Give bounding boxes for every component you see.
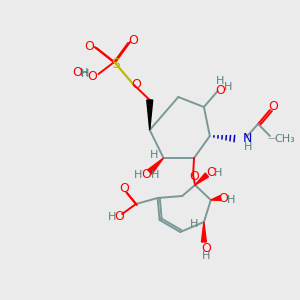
Polygon shape: [211, 196, 221, 200]
Text: H: H: [244, 142, 252, 152]
Text: O: O: [85, 40, 94, 52]
Text: O: O: [268, 100, 278, 113]
Text: O: O: [206, 167, 216, 179]
Text: H: H: [108, 212, 116, 222]
Polygon shape: [148, 158, 164, 174]
Text: O: O: [72, 67, 82, 80]
Text: H: H: [224, 82, 233, 92]
Text: H: H: [227, 195, 236, 205]
Text: O: O: [219, 193, 229, 206]
Polygon shape: [147, 100, 153, 130]
Text: H: H: [214, 168, 222, 178]
Text: H: H: [151, 170, 159, 180]
Text: N: N: [242, 131, 252, 145]
Text: —: —: [268, 134, 276, 143]
Text: O: O: [141, 169, 151, 182]
Text: O: O: [119, 182, 129, 196]
Polygon shape: [195, 173, 208, 185]
Text: O: O: [88, 70, 98, 83]
Text: H: H: [80, 69, 89, 79]
Text: H: H: [149, 150, 158, 160]
Text: H: H: [80, 68, 88, 78]
Polygon shape: [201, 222, 206, 242]
Text: O: O: [216, 83, 226, 97]
Text: O: O: [201, 242, 211, 256]
Text: O: O: [131, 79, 141, 92]
Text: O: O: [189, 170, 199, 184]
Text: O: O: [114, 211, 124, 224]
Text: H: H: [134, 170, 142, 180]
Text: S: S: [111, 57, 120, 71]
Text: O: O: [128, 34, 138, 47]
Text: CH₃: CH₃: [275, 134, 296, 144]
Text: H: H: [190, 219, 198, 229]
Text: H: H: [202, 251, 210, 261]
Text: H: H: [215, 76, 224, 86]
